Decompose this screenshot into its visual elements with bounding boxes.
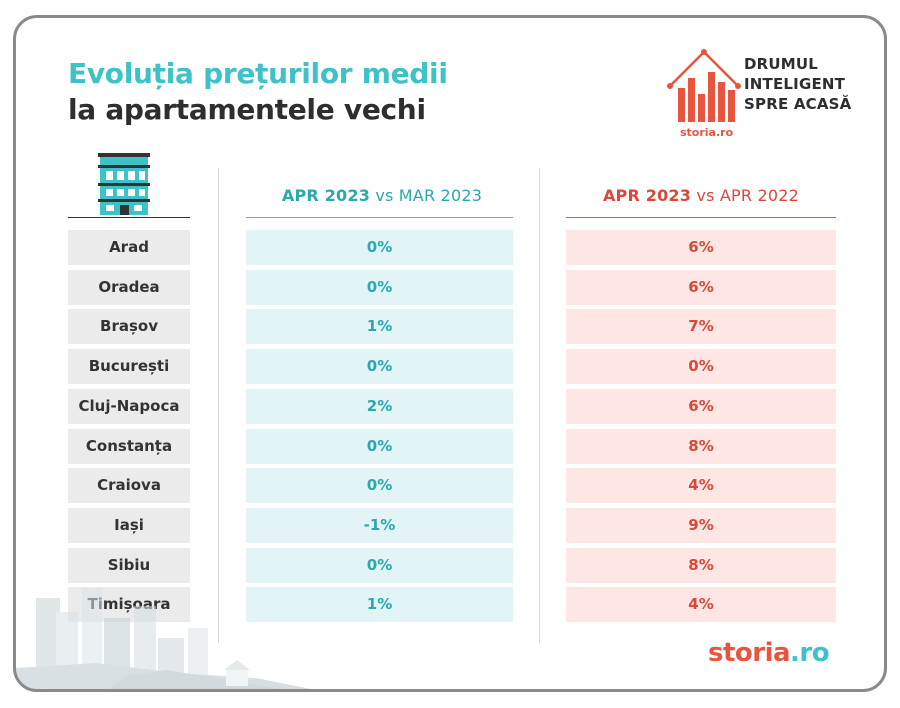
brand-tagline: DRUMUL INTELIGENT SPRE ACASĂ xyxy=(744,54,851,114)
city-cell: Sibiu xyxy=(68,547,190,583)
column-header-year-rest: vs APR 2022 xyxy=(691,186,800,205)
month-change-cell: 0% xyxy=(246,547,513,583)
city-cell: Brașov xyxy=(68,309,190,345)
table-row: Iași -1% 9% xyxy=(16,507,884,543)
table-row: Constanța 0% 8% xyxy=(16,428,884,464)
city-skyline-illustration xyxy=(16,588,311,689)
table-row: Arad 0% 6% xyxy=(16,230,884,265)
title-line-2: la apartamentele vechi xyxy=(68,93,426,126)
month-change-cell: 0% xyxy=(246,428,513,464)
city-cell: Arad xyxy=(68,230,190,265)
year-change-cell: 4% xyxy=(566,587,836,623)
column-header-year: APR 2023 vs APR 2022 xyxy=(566,186,836,210)
month-change-cell: 0% xyxy=(246,230,513,265)
column-header-year-bold: APR 2023 xyxy=(602,186,692,205)
year-change-cell: 6% xyxy=(566,230,836,265)
table-row: Timișoara 1% 4% xyxy=(16,587,884,623)
header-underline-year xyxy=(566,217,836,218)
month-change-cell: 1% xyxy=(246,587,513,623)
table-row: Brașov 1% 7% xyxy=(16,309,884,345)
footer-logo: storia.ro xyxy=(708,638,830,668)
column-header-month: APR 2023 vs MAR 2023 xyxy=(246,186,518,210)
year-change-cell: 6% xyxy=(566,388,836,424)
city-cell: Iași xyxy=(68,507,190,543)
table-row: București 0% 0% xyxy=(16,349,884,385)
year-change-cell: 6% xyxy=(566,269,836,305)
year-change-cell: 7% xyxy=(566,309,836,345)
table-row: Cluj-Napoca 2% 6% xyxy=(16,388,884,424)
year-change-cell: 8% xyxy=(566,428,836,464)
infographic-card: Evoluția prețurilor medii la apartamente… xyxy=(13,15,887,692)
city-cell: Cluj-Napoca xyxy=(68,388,190,424)
city-cell: Oradea xyxy=(68,269,190,305)
year-change-cell: 0% xyxy=(566,349,836,385)
building-icon xyxy=(98,153,150,215)
page-title: Evoluția prețurilor medii la apartamente… xyxy=(68,56,448,128)
city-cell: Constanța xyxy=(68,428,190,464)
brand-small-logo: storia.ro xyxy=(680,126,734,139)
month-change-cell: 0% xyxy=(246,468,513,504)
city-cell: București xyxy=(68,349,190,385)
month-change-cell: 2% xyxy=(246,388,513,424)
title-line-1: Evoluția prețurilor medii xyxy=(68,57,448,90)
header-underline-month xyxy=(246,217,513,218)
month-change-cell: 0% xyxy=(246,349,513,385)
table-row: Craiova 0% 4% xyxy=(16,468,884,504)
month-change-cell: -1% xyxy=(246,507,513,543)
column-header-month-bold: APR 2023 xyxy=(281,186,371,205)
table-row: Sibiu 0% 8% xyxy=(16,547,884,583)
house-chart-logo-icon xyxy=(667,49,741,122)
city-cell: Craiova xyxy=(68,468,190,504)
year-change-cell: 8% xyxy=(566,547,836,583)
column-divider-2 xyxy=(539,168,540,643)
brand-line-3: SPRE ACASĂ xyxy=(744,95,852,113)
column-divider-1 xyxy=(218,168,219,643)
brand-logo: DRUMUL INTELIGENT SPRE ACASĂ storia.ro xyxy=(664,44,864,144)
column-header-month-rest: vs MAR 2023 xyxy=(370,186,483,205)
brand-line-2: INTELIGENT xyxy=(744,75,846,93)
year-change-cell: 9% xyxy=(566,507,836,543)
table-row: Oradea 0% 6% xyxy=(16,269,884,305)
brand-line-1: DRUMUL xyxy=(744,55,819,73)
year-change-cell: 4% xyxy=(566,468,836,504)
header-underline-city xyxy=(68,217,190,218)
month-change-cell: 0% xyxy=(246,269,513,305)
footer-logo-name: storia xyxy=(708,638,791,668)
month-change-cell: 1% xyxy=(246,309,513,345)
footer-logo-domain: .ro xyxy=(790,638,830,668)
